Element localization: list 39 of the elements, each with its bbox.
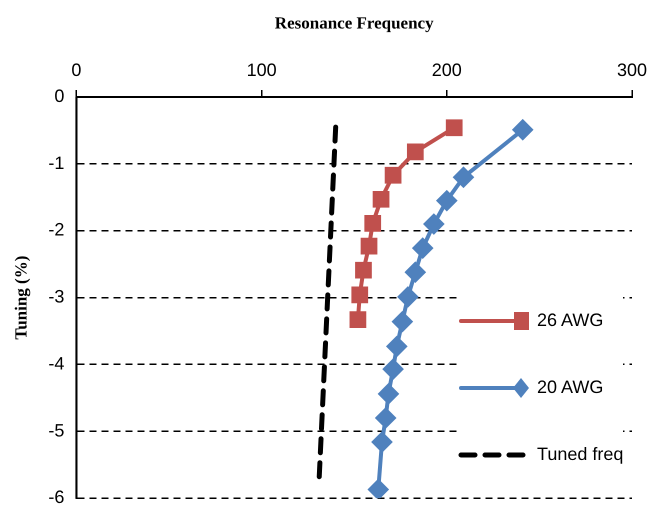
point <box>383 359 404 380</box>
point <box>368 480 388 498</box>
point <box>372 190 390 208</box>
y-tick-label: -4 <box>48 353 64 374</box>
x-tick-label: 300 <box>616 60 648 80</box>
point <box>378 384 398 404</box>
point <box>351 286 368 304</box>
x-tick-label: 100 <box>246 60 277 80</box>
x-tick-label: 0 <box>71 60 82 80</box>
point <box>360 238 378 254</box>
point <box>350 311 366 328</box>
y-axis-title: Tuning (%) <box>12 256 31 340</box>
y-tick-label: -2 <box>48 220 64 240</box>
y-tick-label: -6 <box>48 487 64 508</box>
point <box>372 432 392 452</box>
point <box>453 167 474 188</box>
y-tick-label: -3 <box>48 286 64 307</box>
y-tick-label: -5 <box>48 420 64 440</box>
point <box>405 262 426 282</box>
point <box>384 166 402 184</box>
point <box>424 214 444 234</box>
point <box>446 119 463 136</box>
x-tick-label: 200 <box>432 60 462 80</box>
point <box>376 408 396 428</box>
y-tick-label: -1 <box>48 152 64 173</box>
point <box>512 120 533 140</box>
point <box>412 238 433 258</box>
point <box>364 215 382 232</box>
legend-label: Tuned freq <box>537 444 624 466</box>
point <box>355 262 372 279</box>
legend-label: 26 AWG <box>537 310 604 332</box>
point <box>406 143 424 160</box>
point <box>392 312 412 332</box>
y-tick-label: 0 <box>54 86 64 106</box>
point <box>436 190 457 211</box>
legend-label: 20 AWG <box>537 377 604 398</box>
point <box>398 286 418 307</box>
point <box>386 336 407 356</box>
x-axis-title: Resonance Frequency <box>274 14 434 33</box>
